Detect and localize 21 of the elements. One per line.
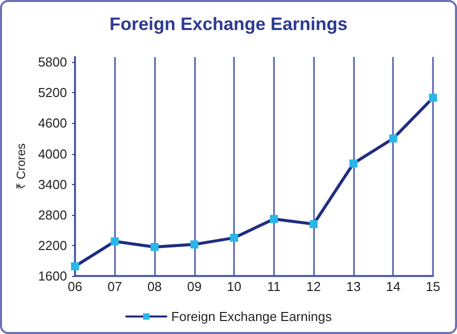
chart-title: Foreign Exchange Earnings <box>109 14 348 34</box>
x-tick-label: 13 <box>346 279 361 294</box>
x-tick-label: 06 <box>68 279 82 294</box>
y-tick-label: 5200 <box>38 85 67 100</box>
y-tick-label: 4600 <box>38 116 67 131</box>
x-tick-label: 07 <box>108 279 122 294</box>
y-tick-label: 2800 <box>38 207 67 222</box>
x-tick-label: 14 <box>386 279 400 294</box>
legend-label: Foreign Exchange Earnings <box>171 309 332 324</box>
x-tick-label: 15 <box>426 279 440 294</box>
y-tick-label: 4000 <box>38 146 67 162</box>
x-tick-label: 12 <box>306 279 321 294</box>
y-tick-label: 1600 <box>38 268 67 284</box>
y-tick-label: 2200 <box>38 238 67 253</box>
y-tick-label: 5800 <box>38 54 67 70</box>
x-tick-label: 10 <box>226 279 242 294</box>
x-tick-label: 11 <box>267 279 281 294</box>
x-tick-label: 09 <box>187 279 202 294</box>
y-axis-title: ₹ Crores <box>14 143 28 190</box>
y-tick-label: 3400 <box>38 176 67 192</box>
x-tick-label: 08 <box>147 279 162 294</box>
